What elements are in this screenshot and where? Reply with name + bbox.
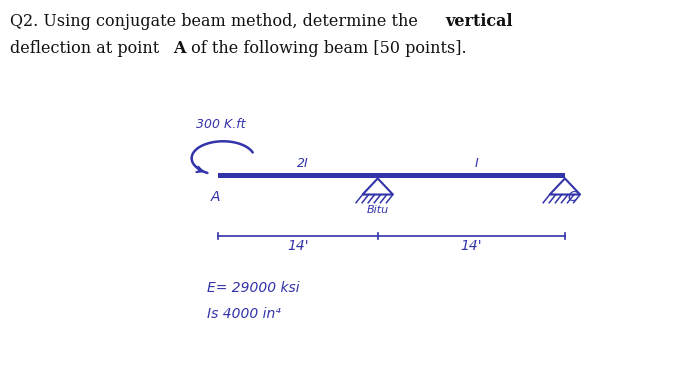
- Text: 2I: 2I: [298, 157, 309, 170]
- Text: 300 K.ft: 300 K.ft: [196, 118, 246, 131]
- Text: I: I: [475, 157, 479, 170]
- Text: deflection at point: deflection at point: [10, 40, 165, 57]
- Text: A: A: [210, 190, 220, 204]
- Text: vertical: vertical: [445, 13, 512, 30]
- Text: Q2. Using conjugate beam method, determine the: Q2. Using conjugate beam method, determi…: [10, 13, 424, 30]
- Text: 14': 14': [287, 239, 309, 253]
- Text: Bitu: Bitu: [367, 205, 389, 215]
- Text: E= 29000 ksi: E= 29000 ksi: [207, 281, 300, 295]
- Text: A: A: [174, 40, 186, 57]
- Text: 14': 14': [461, 239, 482, 253]
- Bar: [218, 173, 565, 179]
- Text: C: C: [568, 190, 578, 204]
- Text: of the following beam [50 points].: of the following beam [50 points].: [186, 40, 466, 57]
- Text: Is 4000 in⁴: Is 4000 in⁴: [207, 307, 281, 321]
